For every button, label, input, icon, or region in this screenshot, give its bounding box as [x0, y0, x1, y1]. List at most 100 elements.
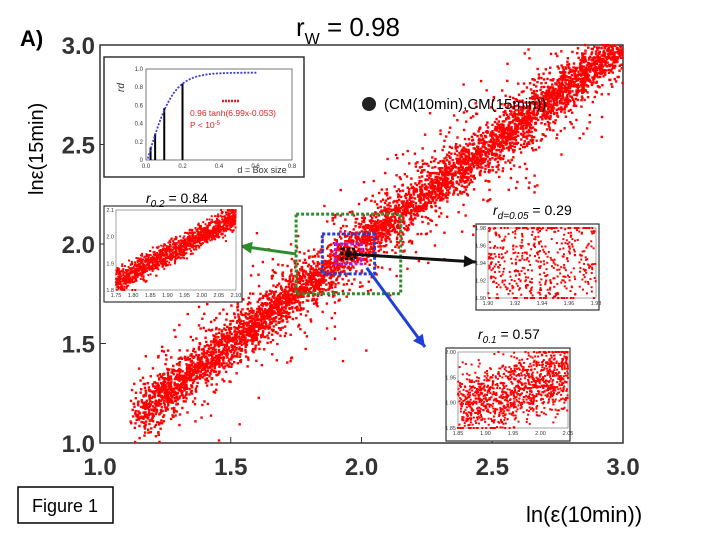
scatter-point — [449, 165, 453, 168]
scatter-point — [414, 182, 417, 185]
scatter-point — [484, 164, 487, 168]
scatter-point — [548, 105, 552, 109]
scatter-point — [349, 246, 352, 250]
scatter-point — [205, 351, 208, 355]
scatter-point — [532, 92, 536, 95]
scatter-point — [440, 199, 443, 202]
scatter-point — [509, 131, 513, 135]
scatter-point — [378, 242, 382, 245]
scatter-point — [450, 152, 453, 155]
scatter-point — [448, 145, 452, 149]
scatter-point — [429, 181, 432, 184]
scatter-point — [521, 112, 525, 116]
scatter-point — [255, 310, 259, 314]
scatter-point — [285, 314, 288, 317]
scatter-point — [605, 69, 608, 72]
scatter-point — [318, 272, 322, 275]
scatter-point — [293, 261, 297, 265]
scatter-point — [621, 51, 624, 54]
scatter-point — [328, 263, 331, 266]
scatter-point — [259, 297, 262, 300]
scatter-point — [458, 160, 461, 163]
scatter-point — [423, 203, 426, 207]
scatter-point — [244, 336, 247, 339]
scatter-point — [233, 349, 236, 352]
scatter-point — [204, 381, 208, 384]
scatter-point — [241, 329, 244, 333]
scatter-point — [427, 189, 431, 193]
scatter-point — [178, 371, 182, 374]
scatter-point — [607, 54, 610, 58]
scatter-point — [403, 222, 406, 225]
scatter-point — [140, 400, 144, 404]
scatter-point — [281, 319, 285, 322]
scatter-point — [505, 142, 509, 145]
scatter-point — [242, 320, 245, 323]
scatter-point — [395, 174, 398, 177]
scatter-point — [217, 350, 221, 353]
scatter-point — [371, 224, 374, 228]
scatter-point — [434, 187, 437, 191]
scatter-point — [252, 318, 256, 321]
scatter-point — [488, 161, 491, 165]
scatter-point — [375, 241, 379, 245]
scatter-point — [164, 389, 167, 392]
scatter-point — [486, 155, 489, 158]
scatter-point — [491, 165, 494, 169]
scatter-point — [576, 88, 580, 91]
scatter-point — [258, 310, 261, 313]
scatter-point — [331, 290, 334, 293]
scatter-point — [348, 238, 351, 241]
scatter-point — [323, 263, 326, 266]
scatter-point — [513, 113, 516, 116]
scatter-point — [146, 381, 149, 385]
scatter-point — [531, 138, 535, 142]
scatter-point — [156, 391, 159, 394]
scatter-point — [343, 253, 347, 256]
scatter-point — [169, 383, 172, 386]
scatter-point — [361, 237, 364, 240]
scatter-point — [435, 223, 438, 227]
scatter-point — [469, 166, 472, 170]
scatter-point — [426, 174, 429, 178]
scatter-point — [316, 283, 319, 286]
scatter-point — [217, 362, 221, 365]
scatter-point — [594, 53, 598, 56]
scatter-point — [612, 61, 615, 64]
scatter-point — [581, 77, 584, 81]
scatter-point — [225, 334, 228, 337]
scatter-point — [315, 298, 319, 301]
scatter-point — [293, 259, 296, 263]
scatter-point — [502, 134, 506, 137]
scatter-point — [429, 195, 432, 198]
scatter-point — [334, 255, 338, 258]
scatter-point — [581, 91, 584, 95]
scatter-point — [328, 243, 331, 247]
scatter-point — [264, 308, 267, 311]
scatter-point — [463, 160, 467, 163]
scatter-point — [560, 89, 563, 92]
scatter-point — [330, 286, 334, 289]
scatter-point — [500, 136, 503, 139]
scatter-point — [556, 65, 559, 68]
scatter-point — [330, 269, 334, 273]
scatter-point — [315, 270, 318, 273]
scatter-point — [384, 215, 388, 219]
scatter-point — [329, 284, 332, 287]
scatter-point — [268, 289, 272, 293]
scatter-point — [212, 337, 216, 341]
scatter-point — [198, 375, 202, 378]
scatter-point — [215, 332, 218, 336]
scatter-point — [335, 291, 338, 294]
scatter-point — [426, 178, 429, 181]
scatter-point — [290, 289, 294, 292]
scatter-point — [589, 80, 592, 83]
scatter-point — [196, 376, 200, 379]
scatter-point — [406, 200, 409, 204]
scatter-point — [570, 111, 574, 114]
scatter-point — [377, 249, 381, 253]
scatter-point — [467, 155, 471, 158]
scatter-point — [410, 177, 413, 180]
scatter-point — [409, 183, 413, 186]
scatter-point — [418, 209, 421, 213]
